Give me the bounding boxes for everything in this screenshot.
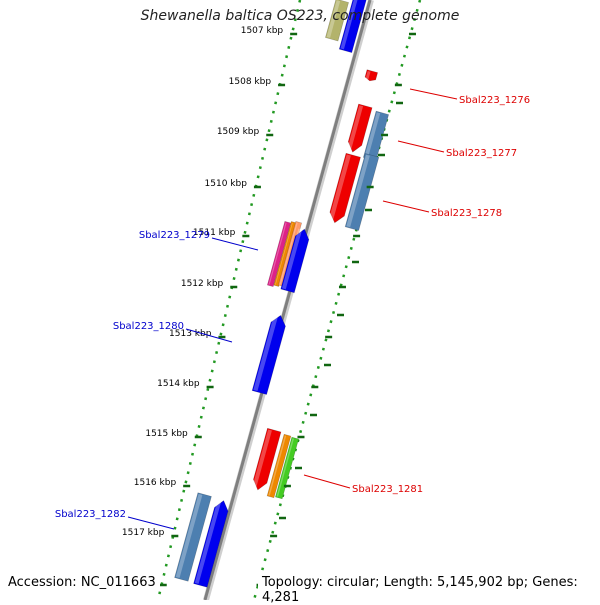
accession-text: Accession: NC_011663	[8, 575, 160, 590]
tick-label: 1509 kbp	[217, 127, 260, 137]
gene-label: Sbal223_1281	[352, 484, 423, 495]
gene-1278-feature	[344, 153, 380, 231]
gene-1281-cds-highlight	[252, 429, 272, 489]
tick-label: 1514 kbp	[157, 379, 200, 389]
gene-1280-cds	[251, 314, 286, 395]
gene-1277-feature-highlight	[364, 112, 381, 158]
gene-1281-orange	[266, 433, 292, 499]
tick-label: 1512 kbp	[181, 279, 224, 289]
map-title: Shewanella baltica OS223, complete genom…	[140, 8, 460, 24]
gene-small-forward-highlight	[365, 70, 371, 80]
tick-label: 1508 kbp	[229, 77, 272, 87]
gene-1277-cds	[347, 103, 373, 153]
gene-1278-cds-highlight	[328, 154, 351, 222]
gene-1278-feature-highlight	[346, 154, 370, 228]
gene-small-forward-shape	[364, 69, 378, 82]
gene-1279-magenta-shape	[266, 221, 292, 287]
gene-1281-orange-shape	[266, 433, 292, 499]
ruler-line-right	[252, 0, 422, 601]
gene-1281-green-shape	[275, 436, 299, 500]
tick-label: 1513 kbp	[169, 329, 212, 339]
gene-olive-block-shape	[325, 0, 349, 42]
gene-label-layer: Sbal223_1276 Sbal223_1277 Sbal223_1278 Sbal…	[55, 88, 530, 530]
gene-label: Sbal223_1279	[139, 230, 210, 241]
gene-1281-orange-highlight	[268, 435, 287, 496]
gene-1278-feature-shape	[344, 153, 380, 231]
gene-label: Sbal223_1282	[55, 509, 126, 520]
gene-1282-feature-highlight	[175, 493, 203, 578]
gene-1281-green-highlight	[276, 438, 294, 497]
genome-info-text: Topology: circular; Length: 5,145,902 bp…	[258, 575, 600, 605]
gene-reverse-block	[338, 0, 367, 53]
gene-1282-feature-shape	[174, 492, 212, 582]
gene-label-leader	[211, 237, 259, 251]
gene-1282-cds	[193, 499, 229, 588]
gene-reverse-block-highlight	[340, 0, 361, 50]
tick-label: 1511 kbp	[193, 228, 236, 238]
backbone-layer	[203, 0, 374, 601]
gene-1279-cds	[280, 228, 310, 294]
gene-1279-cds-highlight	[281, 228, 303, 290]
gene-1279-magenta-highlight	[268, 222, 287, 285]
ruler-line-left	[156, 0, 302, 601]
gene-label-leader	[409, 88, 458, 100]
feature-layer	[174, 0, 390, 588]
gene-1281-green	[275, 436, 299, 500]
gene-small-forward	[364, 69, 378, 82]
gene-1282-cds-highlight	[194, 499, 222, 584]
tick-layer: 1507 kbp 1508 kbp 1509 kbp 1510 kbp 1511 kbp…	[110, 26, 416, 587]
gene-label-leader	[382, 200, 430, 213]
gene-1278-cds-shape	[329, 152, 361, 224]
gene-olive-block-highlight	[326, 0, 341, 38]
gene-label: Sbal223_1278	[431, 208, 502, 219]
gene-label: Sbal223_1280	[113, 321, 184, 332]
gene-1279-orange-highlight	[275, 222, 293, 285]
gene-label: Sbal223_1277	[446, 148, 517, 159]
gene-1277-cds-shape	[347, 103, 373, 153]
ruler-layer	[156, 0, 422, 601]
tick-label: 1516 kbp	[134, 478, 177, 488]
gene-1281-cds-shape	[253, 427, 282, 491]
gene-1279-orange	[273, 221, 297, 287]
gene-olive-block	[325, 0, 349, 42]
gene-label-leader	[303, 474, 351, 489]
gene-1279-salmon-highlight	[279, 222, 298, 285]
gene-1279-magenta	[266, 221, 292, 287]
tick-label: 1510 kbp	[205, 179, 248, 189]
gene-1281-cds	[252, 427, 282, 491]
tick-label: 1507 kbp	[241, 26, 284, 36]
gene-1278-cds	[328, 152, 361, 224]
gene-label-leader	[397, 140, 445, 153]
gene-1279-cds-shape	[280, 228, 310, 294]
gene-label: Sbal223_1276	[459, 95, 530, 106]
gene-1279-orange-shape	[273, 221, 297, 287]
gene-1280-cds-highlight	[253, 314, 279, 392]
gene-1282-feature	[174, 492, 212, 582]
gene-label-leader	[127, 516, 175, 530]
gene-1277-cds-highlight	[347, 105, 364, 151]
gene-label-leader	[185, 328, 233, 343]
gene-1280-cds-shape	[251, 314, 286, 395]
backbone-line	[203, 0, 372, 601]
tick-label: 1517 kbp	[122, 528, 165, 538]
gene-reverse-block-shape	[338, 0, 367, 53]
gene-1282-cds-shape	[193, 500, 229, 588]
tick-label: 1515 kbp	[145, 429, 188, 439]
